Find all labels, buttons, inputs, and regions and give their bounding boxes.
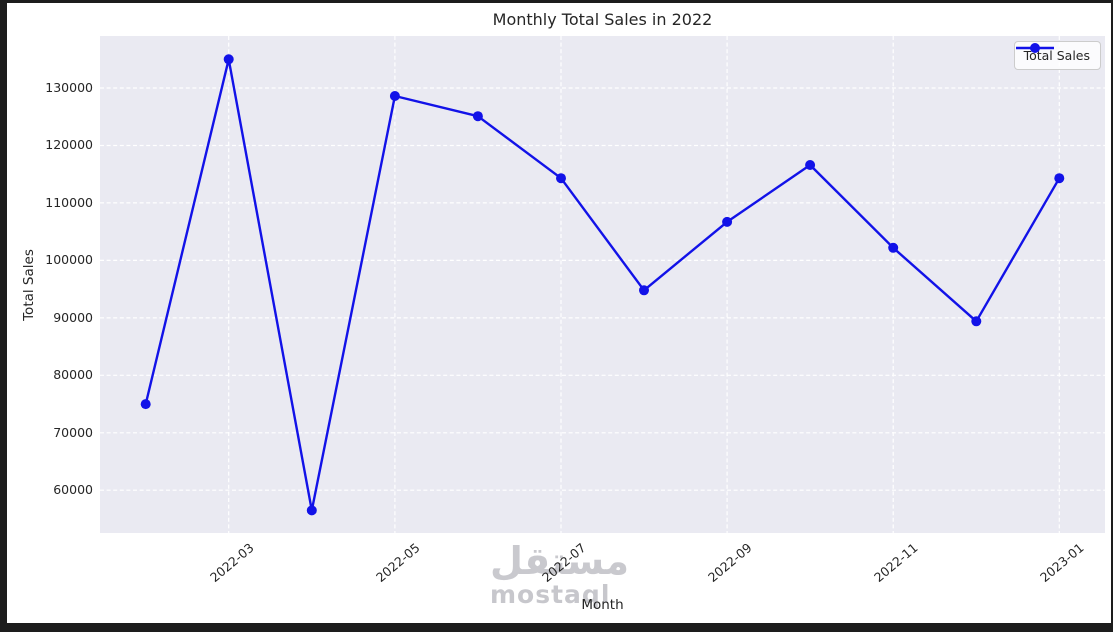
- data-point-marker: [639, 285, 649, 296]
- data-point-marker: [556, 173, 566, 184]
- data-point-marker: [223, 54, 234, 65]
- y-tick-label: 130000: [45, 80, 93, 95]
- y-tick-label: 60000: [53, 482, 93, 497]
- data-point-marker: [1054, 173, 1065, 184]
- y-tick-label: 110000: [45, 195, 93, 210]
- chart-title: Monthly Total Sales in 2022: [492, 10, 713, 29]
- y-tick-label: 90000: [53, 310, 93, 325]
- x-tick-label: 2022-07: [538, 540, 589, 586]
- legend: Total Sales: [1013, 41, 1101, 70]
- data-point-marker: [140, 399, 151, 410]
- data-point-marker: [971, 316, 982, 327]
- data-point-marker: [888, 242, 899, 253]
- y-tick-label: 100000: [45, 252, 93, 267]
- data-point-marker: [722, 216, 733, 227]
- x-tick-label: 2023-01: [1036, 540, 1087, 586]
- x-tick-label: 2022-03: [206, 540, 257, 586]
- x-tick-label: 2022-05: [372, 540, 423, 586]
- data-point-marker: [389, 91, 400, 101]
- line-chart-svg: [100, 36, 1105, 533]
- legend-label: Total Sales: [1023, 48, 1090, 63]
- chart-figure: Monthly Total Sales in 2022 Total Sales …: [7, 3, 1111, 623]
- data-point-marker: [306, 505, 317, 516]
- plot-area: Total Sales: [100, 36, 1105, 533]
- data-point-marker: [472, 111, 483, 122]
- x-axis-label: Month: [581, 597, 624, 613]
- y-tick-label: 120000: [45, 137, 93, 152]
- x-tick-label: 2022-09: [704, 540, 755, 586]
- legend-line-marker-icon: [1015, 43, 1054, 53]
- y-tick-label: 70000: [53, 425, 93, 440]
- x-tick-label: 2022-11: [870, 540, 921, 586]
- y-tick-label: 80000: [53, 367, 93, 382]
- data-point-marker: [805, 160, 816, 170]
- total-sales-line: [144, 58, 1061, 512]
